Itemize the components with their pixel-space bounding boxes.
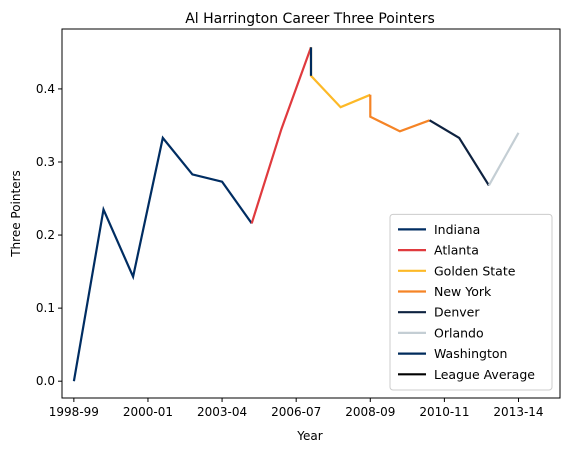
legend-label-indiana: Indiana	[434, 222, 480, 237]
y-tick-label: 0.3	[36, 155, 55, 169]
legend-label-washington: Washington	[434, 346, 507, 361]
legend-label-orlando: Orlando	[434, 325, 484, 340]
series-lines	[72, 46, 520, 382]
x-axis-ticks: 1998-99 2000-01 2003-04 2006-07 2008-09 2010-…	[49, 398, 544, 419]
chart-title: Al Harrington Career Three Pointers	[185, 11, 435, 27]
legend-label-new-york: New York	[434, 284, 492, 299]
series-line-atlanta	[250, 46, 313, 224]
y-axis-label: Three Pointers	[9, 170, 23, 258]
series-line-golden-state	[309, 47, 371, 109]
y-tick-label: 0.4	[36, 82, 55, 96]
x-tick-label: 2003-04	[197, 405, 247, 419]
y-tick-label: 0.2	[36, 228, 55, 242]
legend: Indiana Atlanta Golden State New York Denver…	[389, 213, 553, 391]
x-tick-label: 1998-99	[49, 405, 99, 419]
y-tick-label: 0.0	[36, 374, 55, 388]
series-line-indiana	[72, 135, 253, 382]
x-tick-label: 2006-07	[271, 405, 321, 419]
legend-box	[389, 213, 553, 391]
y-axis-ticks: 0.0 0.1 0.2 0.3 0.4	[36, 82, 62, 388]
x-axis-label: Year	[296, 429, 322, 443]
x-tick-label: 2010-11	[419, 405, 469, 419]
legend-label-golden-state: Golden State	[434, 263, 516, 278]
x-tick-label: 2000-01	[123, 405, 173, 419]
y-tick-label: 0.1	[36, 301, 55, 315]
legend-label-denver: Denver	[434, 305, 480, 320]
plot-frame	[61, 28, 561, 399]
series-line-denver	[429, 119, 490, 186]
series-line-new-york	[369, 94, 430, 133]
x-tick-label: 2013-14	[493, 405, 543, 419]
x-tick-label: 2008-09	[345, 405, 395, 419]
series-line-orlando	[487, 132, 520, 186]
legend-label-atlanta: Atlanta	[434, 243, 479, 258]
legend-label-league-average: League Average	[434, 367, 535, 382]
